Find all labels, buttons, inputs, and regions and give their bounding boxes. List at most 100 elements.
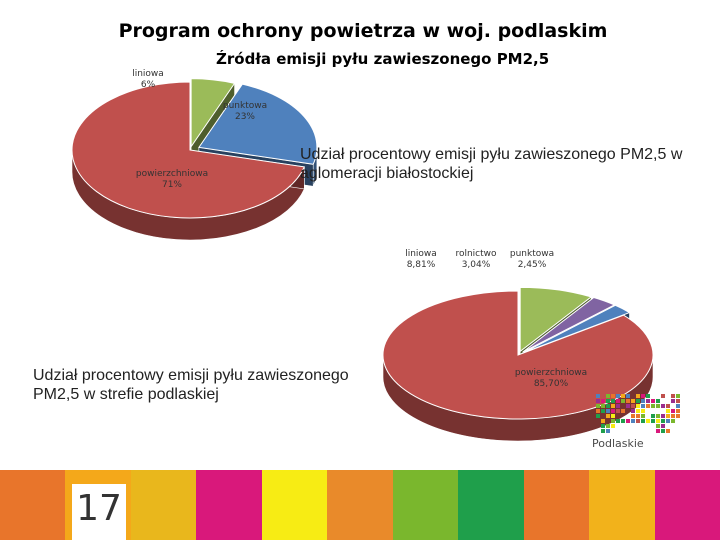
pie-slice-rolnictwo	[522, 296, 616, 353]
logo-tile	[636, 409, 640, 413]
logo-tile	[596, 409, 600, 413]
pie-label-liniowa: liniowa	[405, 249, 437, 259]
pie-label-punktowa: punktowa	[510, 249, 554, 259]
logo-tile	[666, 414, 670, 418]
logo-tile	[631, 399, 635, 403]
footer-stripe	[0, 470, 66, 540]
footer-stripe	[458, 470, 524, 540]
footer-stripe	[130, 470, 197, 540]
logo-tile	[611, 399, 615, 403]
logo-tile	[606, 399, 610, 403]
logo-tile	[636, 404, 640, 408]
pie-label-liniowa: liniowa	[132, 69, 164, 79]
footer-stripe	[392, 470, 459, 540]
logo-tile	[651, 419, 655, 423]
logo-tile	[646, 399, 650, 403]
logo-tile	[616, 394, 620, 398]
logo-tile	[641, 414, 645, 418]
logo-tile	[601, 424, 605, 428]
chart1-title: Źródła emisji pyłu zawieszonego PM2,5	[216, 50, 550, 68]
logo-tile	[636, 399, 640, 403]
logo-tile	[626, 394, 630, 398]
logo-tile	[661, 394, 665, 398]
logo-tile	[596, 399, 600, 403]
pie-slice-powierzchniowa	[71, 81, 306, 219]
chart1-caption: Udział procentowy emisji pyłu zawieszone…	[33, 367, 349, 403]
logo-tile	[661, 424, 665, 428]
logo-tile	[661, 414, 665, 418]
pie-value-punktowa: 23%	[235, 112, 255, 122]
chart2-caption: Udział procentowy emisji pyłu zawieszone…	[300, 146, 683, 182]
logo-tile	[636, 419, 640, 423]
logo-tile	[601, 419, 605, 423]
logo-tile	[676, 399, 680, 403]
logo-tile	[606, 429, 610, 433]
logo-tile	[621, 399, 625, 403]
footer-stripe	[261, 470, 328, 540]
logo-tile	[601, 404, 605, 408]
logo-tile	[641, 394, 645, 398]
pie-slice-liniowa	[190, 78, 236, 149]
logo-tile	[611, 409, 615, 413]
logo-tile	[616, 409, 620, 413]
pie-label-powierzchniowa: powierzchniowa	[136, 169, 208, 179]
pie-value-powierzchniowa: 71%	[162, 180, 182, 190]
logo-tile	[596, 404, 600, 408]
logo-tile	[646, 394, 650, 398]
logo-tile	[631, 419, 635, 423]
logo-tile	[611, 404, 615, 408]
logo-tile	[646, 419, 650, 423]
logo-tile	[606, 394, 610, 398]
footer-stripe	[589, 470, 655, 540]
logo-tile	[671, 399, 675, 403]
logo-tile	[641, 409, 645, 413]
footer-stripe	[654, 470, 720, 540]
logo-tile	[676, 409, 680, 413]
logo-tile	[626, 399, 630, 403]
logo-tile	[666, 404, 670, 408]
logo-tile	[656, 414, 660, 418]
pie-value-punktowa: 2,45%	[518, 260, 547, 270]
logo-tile	[656, 424, 660, 428]
logo-tile	[596, 414, 600, 418]
pie-slice-liniowa	[519, 286, 593, 353]
logo-tile	[651, 399, 655, 403]
logo-tile	[606, 409, 610, 413]
logo-tile	[661, 429, 665, 433]
logo-tile	[616, 419, 620, 423]
logo-tile	[621, 419, 625, 423]
logo-tile	[651, 404, 655, 408]
logo-tile	[661, 404, 665, 408]
logo-tile	[676, 414, 680, 418]
pie-slice-powierzchniowa	[382, 290, 654, 420]
footer-stripe	[327, 470, 393, 540]
logo-tile	[601, 399, 605, 403]
logo-tile	[656, 419, 660, 423]
footer-stripe	[196, 470, 262, 540]
logo-tile	[601, 409, 605, 413]
logo-tile	[661, 419, 665, 423]
pie-slice-punktowa	[523, 304, 631, 353]
logo-tile	[666, 429, 670, 433]
pie-label-punktowa: punktowa	[223, 101, 267, 111]
logo-tile	[621, 394, 625, 398]
pie-value-rolnictwo: 3,04%	[462, 260, 491, 270]
pie-label-powierzchniowa: powierzchniowa	[515, 368, 587, 378]
pie-value-liniowa: 8,81%	[407, 260, 436, 270]
pie-value-liniowa: 6%	[141, 80, 156, 90]
logo-tile	[671, 419, 675, 423]
logo-tile	[621, 409, 625, 413]
podlaskie-logo-icon	[596, 394, 680, 433]
logo-tile	[626, 419, 630, 423]
logo-tile	[646, 404, 650, 408]
logo-tile	[611, 424, 615, 428]
logo-tile	[606, 414, 610, 418]
logo-tile	[656, 404, 660, 408]
logo-tile	[676, 394, 680, 398]
pie-label-rolnictwo: rolnictwo	[455, 249, 497, 259]
logo-tile	[616, 404, 620, 408]
logo-tile	[611, 394, 615, 398]
pie-slice-punktowa	[198, 83, 318, 165]
